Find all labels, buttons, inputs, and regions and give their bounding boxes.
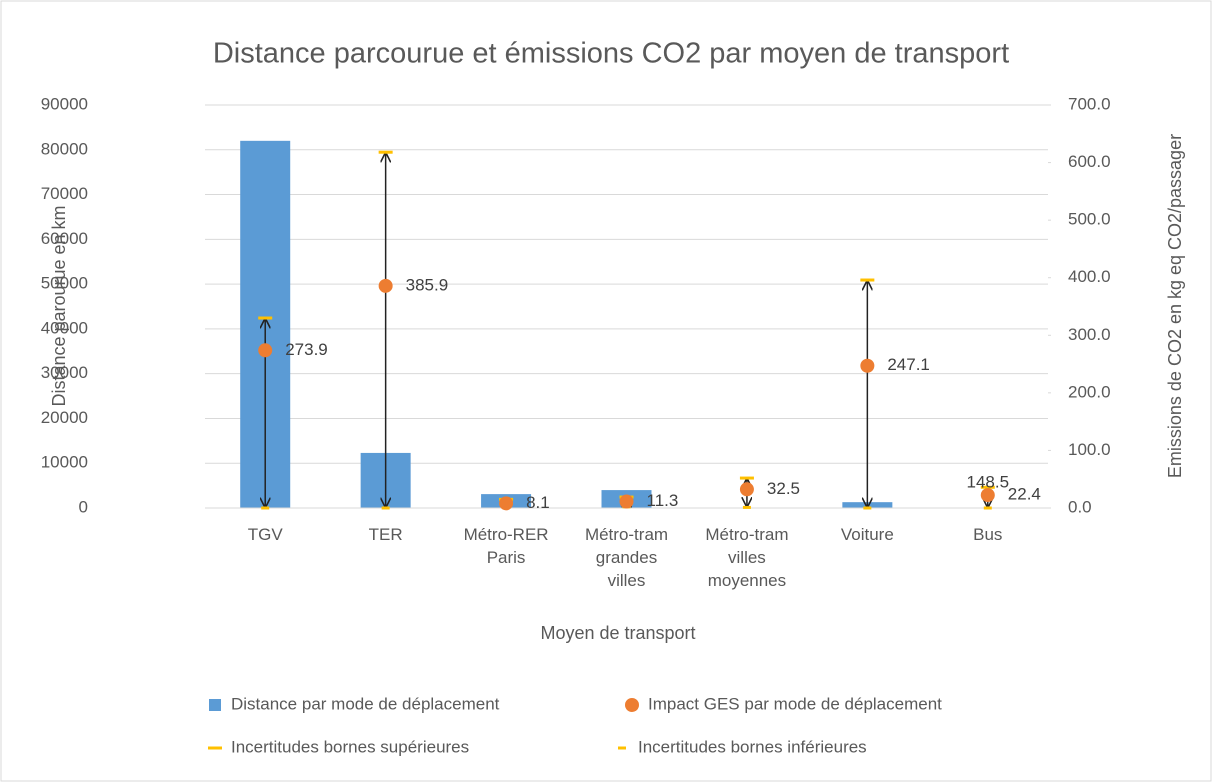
y-tick-label: 40000 [41, 318, 88, 337]
point [258, 343, 273, 358]
y2-tick-label: 600.0 [1068, 152, 1111, 171]
x-tick-label: Métro-tram grandes villes [585, 525, 668, 590]
legend-label: Impact GES par mode de déplacement [648, 694, 942, 713]
x-tick-label: Voiture [841, 525, 894, 544]
y2-tick-label: 500.0 [1068, 210, 1111, 229]
y2-tick-label: 200.0 [1068, 382, 1111, 401]
y2-tick-label: 300.0 [1068, 325, 1111, 344]
y-tick-label: 0 [79, 497, 88, 516]
y2-tick-label: 700.0 [1068, 94, 1111, 113]
data-label: 385.9 [406, 275, 449, 294]
point [860, 358, 875, 373]
y-tick-label: 70000 [41, 184, 88, 203]
point [980, 488, 995, 503]
legend-swatch [209, 699, 221, 711]
point [378, 278, 393, 293]
y2-tick-label: 400.0 [1068, 267, 1111, 286]
y2-tick-label: 0.0 [1068, 497, 1092, 516]
legend-swatch [625, 698, 639, 712]
y-tick-label: 20000 [41, 408, 88, 427]
x-tick-label: Métro-tram villes moyennes [705, 525, 788, 590]
x-tick-label: Bus [973, 525, 1002, 544]
point [739, 482, 754, 497]
data-label: 11.3 [647, 491, 679, 510]
y-tick-label: 90000 [41, 94, 88, 113]
x-tick-label: Métro-RER Paris [464, 525, 549, 567]
y-tick-label: 30000 [41, 363, 88, 382]
y2-tick-label: 100.0 [1068, 440, 1111, 459]
y-tick-label: 80000 [41, 139, 88, 158]
x-tick-label: TER [369, 525, 403, 544]
y2-axis-title: Emissions de CO2 en kg eq CO2/passager [1165, 134, 1185, 478]
x-tick-label: TGV [248, 525, 284, 544]
chart-title: Distance parcourue et émissions CO2 par … [213, 38, 1009, 70]
data-label: 8.1 [526, 493, 550, 512]
x-axis-title: Moyen de transport [540, 623, 695, 643]
y-tick-label: 60000 [41, 229, 88, 248]
y-tick-label: 10000 [41, 453, 88, 472]
data-label: 247.1 [887, 355, 930, 374]
data-label: 32.5 [767, 479, 800, 498]
data-label: 273.9 [285, 340, 328, 359]
point [499, 496, 514, 511]
y-tick-label: 50000 [41, 274, 88, 293]
legend-label: Incertitudes bornes inférieures [638, 737, 867, 756]
point [619, 494, 634, 509]
annotation: 148.5 [967, 472, 1010, 491]
data-label: 22.4 [1008, 485, 1041, 504]
legend-label: Distance par mode de déplacement [231, 694, 500, 713]
legend-label: Incertitudes bornes supérieures [231, 737, 469, 756]
y-axis-title: Distance parourue en km [49, 205, 69, 406]
